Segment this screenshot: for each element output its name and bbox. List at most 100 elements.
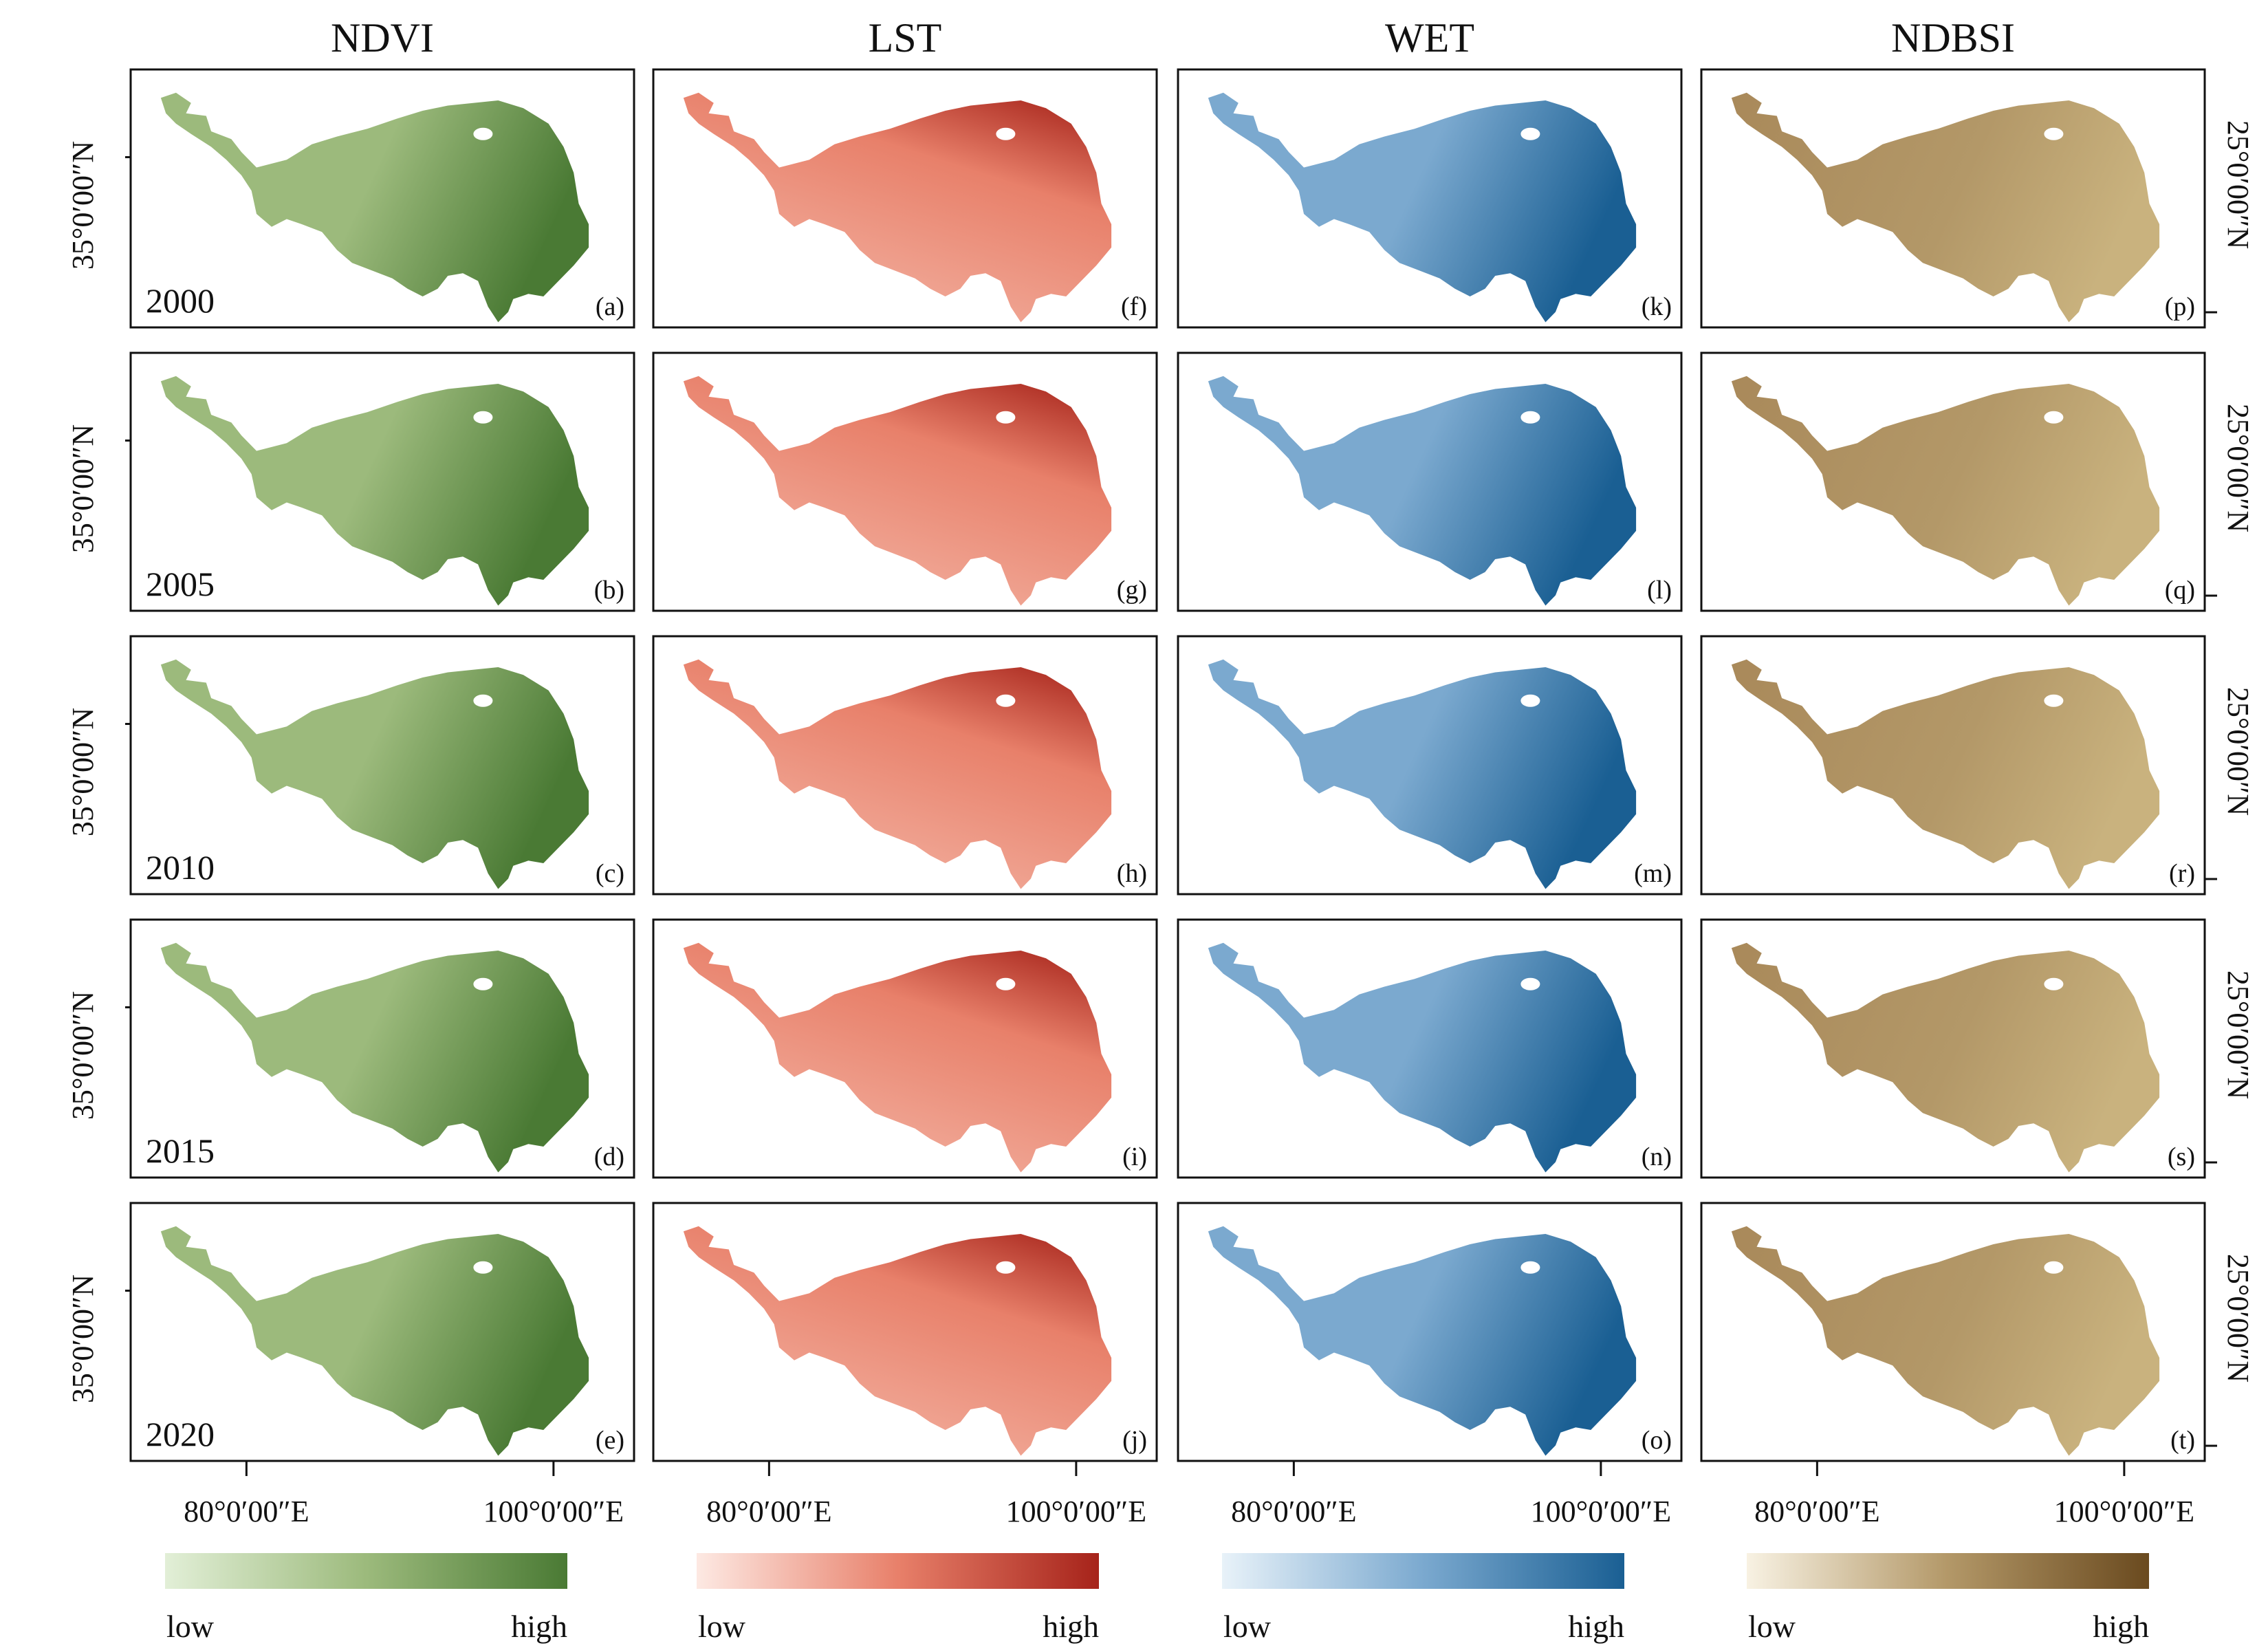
- lake-marker: [2044, 411, 2064, 424]
- lake-marker: [2044, 1261, 2064, 1274]
- lake-marker: [996, 694, 1016, 707]
- panel-label: (b): [594, 576, 624, 605]
- right-lat-label: 25°0′00″N: [2221, 404, 2255, 532]
- map-panel-ndvi-2000: (a) 2000: [129, 68, 635, 329]
- map-panel-ndvi-2010: (c) 2010: [129, 635, 635, 896]
- map-panel-lst-2005: (g): [652, 351, 1158, 612]
- panel-label: (h): [1117, 859, 1147, 888]
- year-label: 2020: [146, 1415, 215, 1453]
- colorbar-low-label: low: [1223, 1609, 1272, 1644]
- lon-label: 100°0′00″E: [1006, 1495, 1146, 1528]
- colorbar-wet: low high: [1222, 1553, 1624, 1644]
- map-panel-lst-2000: (f): [652, 68, 1158, 329]
- lon-label: 80°0′00″E: [1231, 1495, 1356, 1528]
- column-title-ndbsi: NDBSI: [1891, 15, 2015, 61]
- lake-marker: [996, 411, 1016, 424]
- plateau-map-ndvi: [160, 942, 589, 1173]
- lake-marker: [473, 411, 493, 424]
- lake-marker: [1520, 127, 1540, 140]
- map-panel-ndvi-2005: (b) 2005: [129, 351, 635, 612]
- colorbar-lst: low high: [697, 1553, 1099, 1644]
- lon-label: 100°0′00″E: [1531, 1495, 1671, 1528]
- colorbar-ramp: [1747, 1553, 2149, 1589]
- lon-label: 80°0′00″E: [1754, 1495, 1879, 1528]
- map-panel-ndbsi-2015: (s): [1700, 918, 2206, 1179]
- panel-label: (s): [2168, 1142, 2195, 1171]
- map-panel-ndbsi-2020: (t): [1700, 1202, 2206, 1462]
- panel-label: (o): [1642, 1426, 1672, 1455]
- map-panel-lst-2020: (j): [652, 1202, 1158, 1462]
- lon-label: 100°0′00″E: [483, 1495, 624, 1528]
- lake-marker: [1520, 977, 1540, 990]
- lake-marker: [1520, 694, 1540, 707]
- panel-label: (e): [596, 1426, 624, 1455]
- plateau-map-wet: [1208, 942, 1637, 1173]
- lake-marker: [2044, 694, 2064, 707]
- plateau-map-lst: [683, 942, 1112, 1173]
- plateau-map-lst: [683, 376, 1112, 606]
- left-lat-label: 35°0′00″N: [66, 141, 100, 270]
- year-label: 2005: [146, 565, 215, 603]
- map-panel-wet-2000: (k): [1177, 68, 1683, 329]
- year-label: 2015: [146, 1131, 215, 1170]
- column-title-wet: WET: [1385, 15, 1474, 61]
- lake-marker: [1520, 411, 1540, 424]
- panel-label: (m): [1634, 859, 1672, 888]
- plateau-map-wet: [1208, 376, 1637, 606]
- map-panel-ndbsi-2000: (p): [1700, 68, 2206, 329]
- plateau-map-ndvi: [160, 1226, 589, 1456]
- right-lat-label: 25°0′00″N: [2221, 971, 2255, 1099]
- year-label: 2010: [146, 848, 215, 887]
- column-title-lst: LST: [869, 15, 942, 61]
- lake-marker: [473, 694, 493, 707]
- panel-label: (k): [1642, 292, 1672, 321]
- panel-label: (l): [1647, 576, 1672, 605]
- plateau-map-ndbsi: [1731, 659, 2160, 889]
- plateau-map-ndbsi: [1731, 1226, 2160, 1456]
- plateau-map-wet: [1208, 659, 1637, 889]
- map-panel-wet-2015: (n): [1177, 918, 1683, 1179]
- plateau-map-ndvi: [160, 376, 589, 606]
- panel-label: (d): [594, 1142, 624, 1171]
- map-panel-ndbsi-2005: (q): [1700, 351, 2206, 612]
- plateau-map-lst: [683, 659, 1112, 889]
- plateau-map-ndbsi: [1731, 376, 2160, 606]
- panel-label: (f): [1121, 292, 1147, 321]
- map-panel-lst-2015: (i): [652, 918, 1158, 1179]
- colorbar-ndbsi: low high: [1747, 1553, 2149, 1644]
- colorbar-high-label: high: [1043, 1609, 1099, 1644]
- plateau-map-lst: [683, 1226, 1112, 1456]
- plateau-map-ndbsi: [1731, 942, 2160, 1173]
- colorbar-low-label: low: [698, 1609, 746, 1644]
- lake-marker: [473, 1261, 493, 1274]
- map-panel-wet-2010: (m): [1177, 635, 1683, 896]
- map-panel-wet-2005: (l): [1177, 351, 1683, 612]
- lake-marker: [2044, 977, 2064, 990]
- lake-marker: [996, 127, 1016, 140]
- plateau-map-wet: [1208, 1226, 1637, 1456]
- right-lat-label: 25°0′00″N: [2221, 120, 2255, 249]
- panel-label: (c): [596, 859, 624, 888]
- colorbar-ramp: [1222, 1553, 1624, 1589]
- lake-marker: [473, 127, 493, 140]
- year-label: 2000: [146, 281, 215, 320]
- panel-label: (i): [1122, 1142, 1147, 1171]
- colorbar-low-label: low: [1748, 1609, 1796, 1644]
- map-panel-ndbsi-2010: (r): [1700, 635, 2206, 896]
- map-panel-ndvi-2020: (e) 2020: [129, 1202, 635, 1462]
- lon-label: 80°0′00″E: [706, 1495, 831, 1528]
- lake-marker: [2044, 127, 2064, 140]
- plateau-map-ndvi: [160, 92, 589, 323]
- left-lat-label: 35°0′00″N: [66, 424, 100, 553]
- plateau-map-lst: [683, 92, 1112, 323]
- colorbar-high-label: high: [511, 1609, 567, 1644]
- lake-marker: [996, 1261, 1016, 1274]
- panel-label: (r): [2169, 859, 2195, 888]
- colorbar-ramp: [697, 1553, 1099, 1589]
- panel-label: (j): [1122, 1426, 1147, 1455]
- right-lat-label: 25°0′00″N: [2221, 1254, 2255, 1383]
- right-lat-label: 25°0′00″N: [2221, 687, 2255, 816]
- plateau-map-ndbsi: [1731, 92, 2160, 323]
- colorbar-high-label: high: [2093, 1609, 2149, 1644]
